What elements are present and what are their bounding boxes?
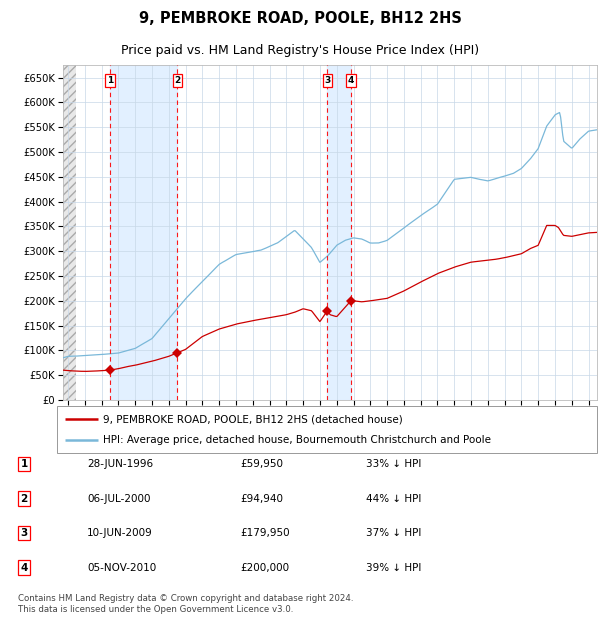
Text: HPI: Average price, detached house, Bournemouth Christchurch and Poole: HPI: Average price, detached house, Bour…: [103, 435, 491, 445]
Text: 28-JUN-1996: 28-JUN-1996: [87, 459, 153, 469]
Text: 1: 1: [20, 459, 28, 469]
Text: 4: 4: [347, 76, 354, 85]
Text: 2: 2: [174, 76, 181, 85]
Text: 39% ↓ HPI: 39% ↓ HPI: [366, 562, 421, 573]
Bar: [328, 65, 351, 400]
Text: 3: 3: [20, 528, 28, 538]
Text: 9, PEMBROKE ROAD, POOLE, BH12 2HS: 9, PEMBROKE ROAD, POOLE, BH12 2HS: [139, 11, 461, 25]
Text: 44% ↓ HPI: 44% ↓ HPI: [366, 494, 421, 503]
Text: 1: 1: [107, 76, 113, 85]
Text: £94,940: £94,940: [240, 494, 283, 503]
Bar: [110, 65, 178, 400]
Text: Contains HM Land Registry data © Crown copyright and database right 2024.: Contains HM Land Registry data © Crown c…: [18, 593, 353, 603]
Text: 10-JUN-2009: 10-JUN-2009: [87, 528, 153, 538]
Bar: [63, 65, 76, 400]
FancyBboxPatch shape: [57, 406, 597, 453]
Text: 2: 2: [20, 494, 28, 503]
Text: 9, PEMBROKE ROAD, POOLE, BH12 2HS (detached house): 9, PEMBROKE ROAD, POOLE, BH12 2HS (detac…: [103, 414, 403, 424]
Text: £200,000: £200,000: [240, 562, 289, 573]
Text: 06-JUL-2000: 06-JUL-2000: [87, 494, 151, 503]
Text: 37% ↓ HPI: 37% ↓ HPI: [366, 528, 421, 538]
Text: £179,950: £179,950: [240, 528, 290, 538]
Text: 33% ↓ HPI: 33% ↓ HPI: [366, 459, 421, 469]
Text: 05-NOV-2010: 05-NOV-2010: [87, 562, 156, 573]
Text: 4: 4: [20, 562, 28, 573]
Text: 3: 3: [324, 76, 331, 85]
Text: Price paid vs. HM Land Registry's House Price Index (HPI): Price paid vs. HM Land Registry's House …: [121, 44, 479, 57]
Text: £59,950: £59,950: [240, 459, 283, 469]
Text: This data is licensed under the Open Government Licence v3.0.: This data is licensed under the Open Gov…: [18, 605, 293, 614]
